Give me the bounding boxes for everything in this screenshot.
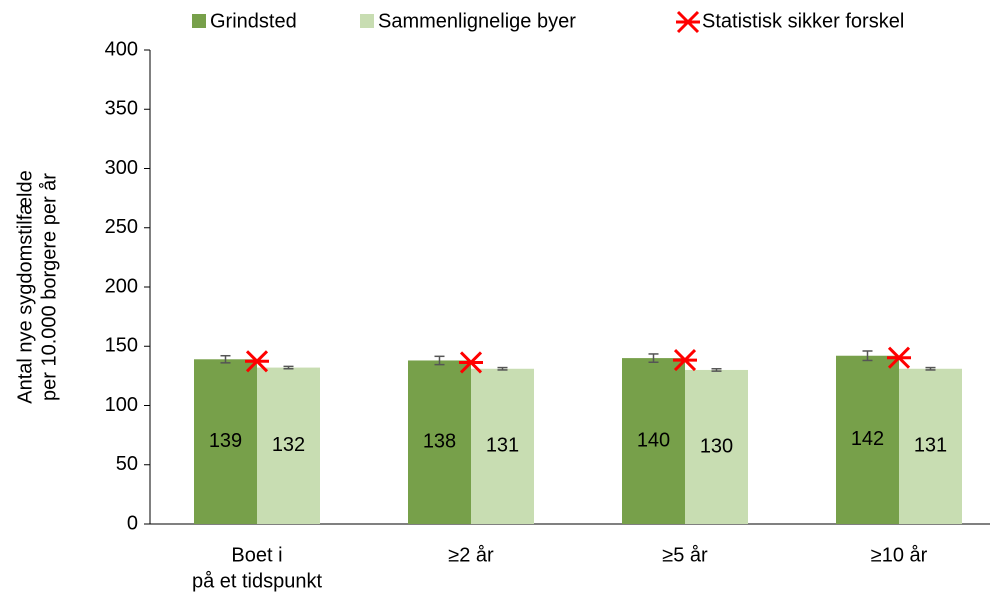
- bar: [471, 368, 534, 524]
- bar: [899, 368, 962, 524]
- error-bar: [925, 366, 936, 371]
- data-label: 138: [423, 431, 456, 453]
- error-bar: [862, 350, 873, 362]
- data-label: 140: [637, 429, 670, 451]
- y-tick-label: 0: [127, 512, 138, 534]
- legend-marker: [676, 10, 700, 34]
- legend-swatch: [360, 14, 374, 28]
- significance-marker: [245, 350, 269, 373]
- y-tick-label: 50: [116, 453, 138, 475]
- legend-label: Sammenlignelige byer: [378, 10, 576, 32]
- legend-swatch: [192, 14, 206, 28]
- y-tick-label: 100: [105, 394, 138, 416]
- bar: [622, 358, 685, 524]
- error-bar: [648, 353, 659, 363]
- data-label: 130: [700, 435, 733, 457]
- y-axis-label-line: per 10.000 borgere per år: [38, 173, 60, 401]
- x-tick-label: Boet i: [231, 544, 282, 566]
- data-label: 132: [272, 434, 305, 456]
- bar: [408, 360, 471, 524]
- y-axis-label-line: Antal nye sygdomstilfælde: [14, 170, 36, 403]
- y-tick-label: 400: [105, 38, 138, 60]
- error-bar: [220, 354, 231, 364]
- error-bar: [497, 366, 508, 371]
- y-tick-label: 350: [105, 98, 138, 120]
- error-bar: [434, 355, 445, 366]
- error-bar: [283, 365, 294, 370]
- data-label: 131: [914, 435, 947, 457]
- y-tick-label: 300: [105, 157, 138, 179]
- significance-marker: [887, 346, 911, 369]
- y-tick-label: 200: [105, 275, 138, 297]
- error-bar: [711, 368, 722, 372]
- bar: [194, 359, 257, 524]
- significance-marker: [673, 349, 697, 372]
- x-tick-label: på et tidspunkt: [192, 570, 323, 592]
- bar: [685, 369, 748, 524]
- bar: [836, 355, 899, 524]
- x-tick-label: ≥2 år: [448, 544, 494, 566]
- y-tick-label: 150: [105, 335, 138, 357]
- significance-marker: [459, 351, 483, 374]
- y-tick-label: 250: [105, 216, 138, 238]
- data-label: 139: [209, 430, 242, 452]
- data-label: 131: [486, 435, 519, 457]
- legend-label: Grindsted: [210, 10, 297, 32]
- y-axis-label: Antal nye sygdomstilfælde per 10.000 bor…: [14, 170, 60, 403]
- x-tick-label: ≥5 år: [662, 544, 708, 566]
- bar: [257, 367, 320, 524]
- data-label: 142: [851, 428, 884, 450]
- legend-label: Statistisk sikker forskel: [702, 10, 904, 32]
- x-tick-label: ≥10 år: [871, 544, 928, 566]
